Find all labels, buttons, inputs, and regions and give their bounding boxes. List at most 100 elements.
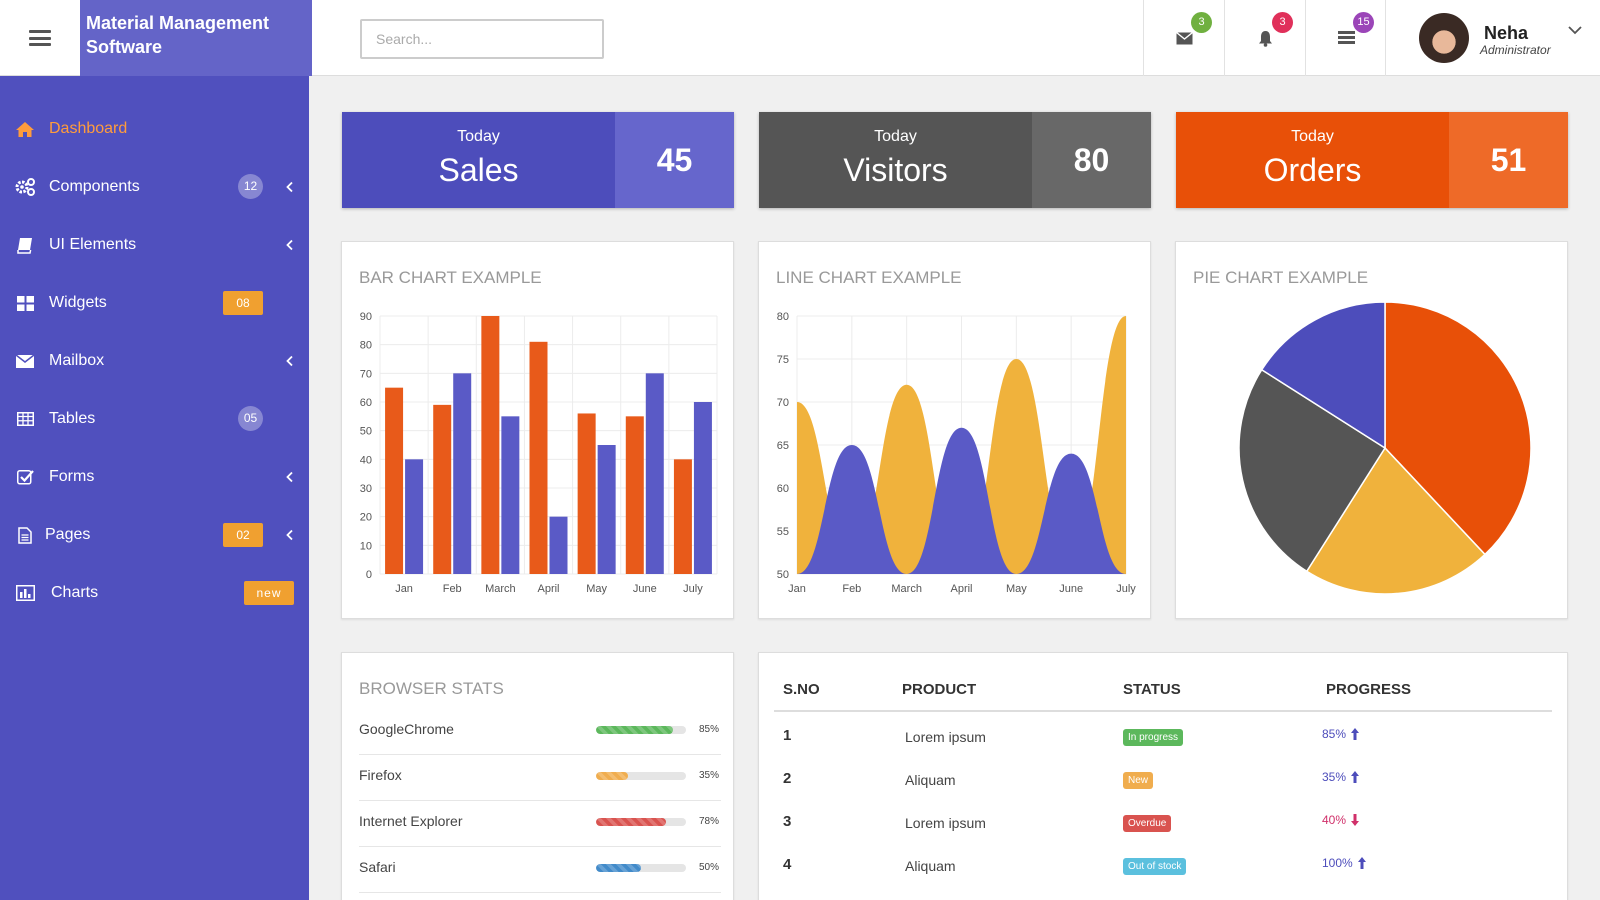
browser-percent: 35% <box>699 770 720 781</box>
sidebar-item-dashboard[interactable]: Dashboard <box>0 100 309 158</box>
stat-period: Today <box>874 128 917 145</box>
y-tick-label: 80 <box>777 311 789 323</box>
product-name: Lorem ipsum <box>905 729 986 745</box>
tasks-count-badge: 15 <box>1353 12 1374 33</box>
chevron-left-icon <box>286 181 293 193</box>
menu-toggle-button[interactable] <box>0 0 80 76</box>
browser-name: GoogleChrome <box>359 721 454 737</box>
sidebar-item-mailbox[interactable]: Mailbox <box>0 332 309 390</box>
stat-card-label-area: Today Sales <box>342 112 615 208</box>
tasks-button[interactable]: 15 <box>1305 0 1386 76</box>
column-header-product: PRODUCT <box>902 681 977 698</box>
sidebar-item-forms[interactable]: Forms <box>0 448 309 506</box>
progress-bar <box>596 726 686 734</box>
bar <box>597 445 616 574</box>
alerts-count-badge: 3 <box>1272 12 1293 33</box>
browser-stat-row: Firefox 35% <box>359 755 721 801</box>
browser-stat-row: Internet Explorer 78% <box>359 801 721 847</box>
column-header-sno: S.NO <box>783 681 820 698</box>
sidebar-item-label: Mailbox <box>49 352 105 369</box>
bar <box>501 416 520 574</box>
new-badge: new <box>244 581 294 605</box>
x-tick-label: July <box>1116 583 1136 595</box>
home-icon <box>14 119 36 139</box>
progress-value: 100% <box>1322 856 1367 870</box>
chevron-left-icon <box>286 471 293 483</box>
sidebar-item-widgets[interactable]: Widgets 08 <box>0 274 309 332</box>
sidebar: Dashboard Components 12 UI Elements Widg… <box>0 76 309 900</box>
table-row[interactable]: 1 Lorem ipsum In progress 85% <box>774 715 1552 757</box>
y-tick-label: 55 <box>777 526 789 538</box>
status-badge: In progress <box>1123 729 1184 746</box>
panel-title: BAR CHART EXAMPLE <box>359 268 542 287</box>
row-number: 4 <box>783 856 792 873</box>
user-name: Neha <box>1484 23 1529 43</box>
avatar <box>1419 13 1469 63</box>
y-tick-label: 10 <box>360 540 372 552</box>
status-badge: Overdue <box>1123 815 1172 832</box>
sidebar-item-pages[interactable]: Pages 02 <box>0 506 309 564</box>
stat-label: Sales <box>438 152 519 188</box>
messages-button[interactable]: 3 <box>1143 0 1224 76</box>
browser-percent: 50% <box>699 862 720 873</box>
product-name: Aliquam <box>905 858 956 874</box>
sidebar-item-components[interactable]: Components 12 <box>0 158 309 216</box>
table-icon <box>14 409 36 429</box>
x-tick-label: May <box>586 583 607 595</box>
arrow-up-icon <box>1357 857 1366 869</box>
list-icon <box>1337 31 1355 44</box>
sidebar-item-label: Charts <box>51 584 99 601</box>
table-row[interactable]: 4 Aliquam Out of stock 100% <box>774 844 1552 886</box>
x-tick-label: Feb <box>443 583 462 595</box>
row-number: 2 <box>783 770 792 787</box>
x-tick-label: July <box>683 583 703 595</box>
browser-name: Firefox <box>359 767 402 783</box>
y-tick-label: 70 <box>777 397 789 409</box>
pie-slice <box>1238 368 1387 573</box>
table-row[interactable]: 3 Lorem ipsum Overdue 40% <box>774 801 1552 843</box>
table-header: S.NO PRODUCT STATUS PROGRESS <box>774 681 1552 712</box>
browser-stat-row: GoogleChrome 85% <box>359 709 721 755</box>
bar <box>693 402 712 574</box>
sidebar-item-ui-elements[interactable]: UI Elements <box>0 216 309 274</box>
bar-chart-panel: BAR CHART EXAMPLE 0 10 20 30 40 50 60 70 80 90 Jan… <box>341 241 734 619</box>
pie-slice <box>1260 301 1386 450</box>
y-tick-label: 20 <box>360 512 372 524</box>
table-row[interactable]: 2 Aliquam New 35% <box>774 758 1552 800</box>
status-badge: New <box>1123 772 1154 789</box>
search-input[interactable] <box>360 19 604 59</box>
y-tick-label: 80 <box>360 340 372 352</box>
stat-card-visitors[interactable]: Today Visitors 80 <box>759 112 1151 208</box>
stat-card-sales[interactable]: Today Sales 45 <box>342 112 734 208</box>
sidebar-item-label: Tables <box>49 410 96 427</box>
progress-value: 35% <box>1322 770 1360 784</box>
arrow-up-icon <box>1351 728 1360 740</box>
stat-value: 80 <box>1032 112 1151 208</box>
stat-card-label-area: Today Orders <box>1176 112 1449 208</box>
column-header-progress: PROGRESS <box>1326 681 1412 698</box>
y-tick-label: 40 <box>360 454 372 466</box>
product-table-panel: S.NO PRODUCT STATUS PROGRESS 1 Lorem ipsu… <box>758 652 1568 900</box>
progress-text: 35% <box>1322 770 1347 784</box>
x-tick-label: Jan <box>395 583 413 595</box>
stat-value: 51 <box>1449 112 1568 208</box>
browser-stats-panel: BROWSER STATS GoogleChrome 85% Firefox 3… <box>341 652 734 900</box>
check-square-icon <box>14 467 36 487</box>
stat-label: Visitors <box>843 152 948 188</box>
status-badge: Out of stock <box>1123 858 1187 875</box>
stat-period: Today <box>1291 128 1334 145</box>
alerts-button[interactable]: 3 <box>1224 0 1305 76</box>
column-header-status: STATUS <box>1123 681 1181 698</box>
progress-bar <box>596 864 686 872</box>
sidebar-item-charts[interactable]: Charts new <box>0 564 309 622</box>
user-menu[interactable]: Neha Administrator <box>1385 0 1600 76</box>
stat-card-orders[interactable]: Today Orders 51 <box>1176 112 1568 208</box>
chevron-left-icon <box>286 239 293 251</box>
stat-label: Orders <box>1263 152 1362 188</box>
chevron-down-icon <box>1568 26 1582 35</box>
bar <box>529 341 548 574</box>
count-badge: 05 <box>238 406 263 431</box>
bar <box>549 516 568 574</box>
sidebar-item-tables[interactable]: Tables 05 <box>0 390 309 448</box>
